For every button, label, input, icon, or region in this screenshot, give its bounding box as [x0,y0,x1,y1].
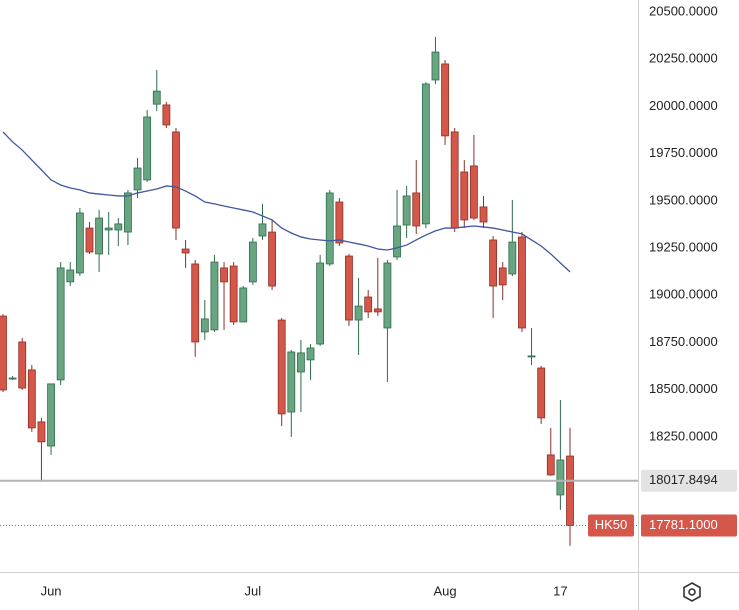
candle-body [518,236,526,329]
candle-body [27,369,36,429]
candle-body [345,255,353,321]
candle-body [498,267,507,286]
symbol-label: HK50 [595,517,628,532]
candle-body [75,212,84,274]
price-label: 18017.8494 [649,472,718,487]
candle-body [277,319,286,415]
candle-body [556,459,565,496]
candle-body [47,383,55,447]
candle-body [85,227,94,253]
candle-body [537,367,546,419]
candle-body [56,267,65,381]
candle-body [258,223,267,237]
candle-body [152,90,161,105]
candle-body [104,227,113,231]
plot-area [0,36,574,546]
y-tick-label: 19750.0000 [649,145,718,160]
candle-body [469,165,478,219]
candle-body [268,231,276,287]
candle-body [287,351,296,413]
symbol-badge [588,514,634,537]
y-tick-label: 19500.0000 [649,192,718,207]
candle-body [364,296,373,313]
settings-icon[interactable] [683,582,701,602]
moving-average-line [2,131,571,273]
price-label: 17781.1000 [649,517,718,532]
y-tick-label: 20000.0000 [649,98,718,113]
candle-body [546,454,555,476]
candle-body [508,241,517,275]
candle-body [412,192,421,227]
candle-body [393,225,401,258]
price-badge [641,469,737,492]
candle-body [66,269,75,283]
candle-body [220,267,228,283]
candle-body [0,315,7,391]
candle-body [8,377,17,380]
candle-body [383,262,392,329]
candle-body [325,192,334,265]
candle-body [162,104,171,126]
price-badge [641,514,737,537]
y-tick-label: 18250.0000 [649,428,718,443]
x-tick-label: Jul [245,583,262,598]
candle-body [431,51,440,81]
candle-body [181,248,190,254]
candle-body [566,455,574,526]
settings-hexagon[interactable] [683,582,701,602]
y-tick-label: 20250.0000 [649,51,718,66]
y-tick-label: 20500.0000 [649,3,718,18]
candle-body [354,305,363,321]
candle-body [210,261,219,331]
candle-body [373,308,382,313]
candle-body [306,347,315,361]
x-tick-label: Aug [433,583,456,598]
candle-body [421,83,430,225]
candle-body [489,239,498,287]
candle-body [200,318,209,333]
x-tick-label: 17 [553,583,567,598]
candle-body [450,131,459,229]
candle-body [143,116,152,181]
candle-body [239,287,248,323]
candle-body [191,263,200,343]
candle-body [124,192,132,233]
settings-dot[interactable] [688,588,696,596]
y-tick-label: 18750.0000 [649,334,718,349]
x-tick-label: Jun [41,583,62,598]
candle-body [114,223,123,231]
candle-body [479,206,488,223]
candle-body [441,63,449,137]
candle-body [460,171,469,221]
y-tick-label: 19000.0000 [649,287,718,302]
candle-body [95,217,104,255]
candle-body [335,201,344,244]
candle-body [133,167,142,191]
candle-body [402,195,411,226]
candle-body [316,262,325,345]
candle-body [229,265,238,323]
candle-body [37,421,46,443]
y-tick-label: 18500.0000 [649,381,718,396]
candle-body [18,341,27,389]
candle-body [527,355,536,358]
candle-body [172,131,180,229]
candle-body [248,241,257,283]
y-tick-label: 19250.0000 [649,240,718,255]
candle-body [297,352,305,373]
